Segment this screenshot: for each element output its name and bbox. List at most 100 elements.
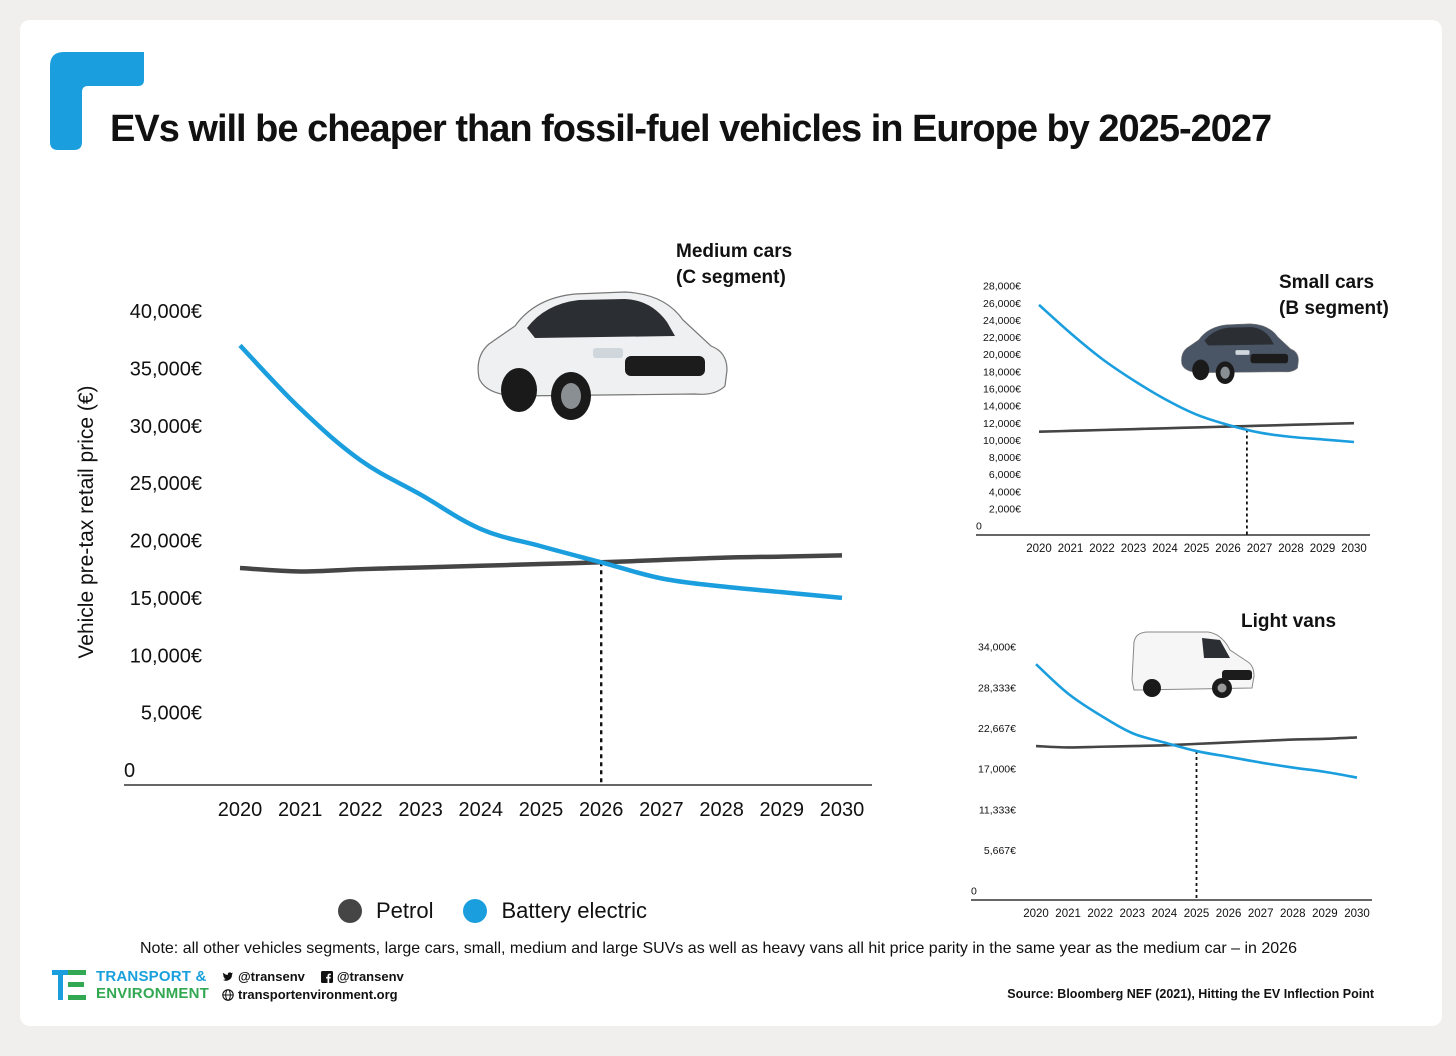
small-y-tick-label: 14,000€ [983, 401, 1021, 413]
vans-y-tick-label: 5,667€ [984, 845, 1016, 857]
te-corner-mark-icon [50, 52, 144, 150]
small-y-tick-label: 12,000€ [983, 418, 1021, 430]
vans-x-tick-label: 2029 [1312, 908, 1338, 920]
te-logo-icon [52, 970, 86, 1000]
small-x-tick-label: 2021 [1058, 543, 1084, 555]
facebook-handle[interactable]: @transenv [336, 969, 404, 984]
medium-series-petrol-line [239, 553, 843, 574]
twitter-handle[interactable]: @transenv [238, 969, 305, 984]
medium-y-tick-label: 35,000€ [130, 358, 202, 380]
small-y-tick-label: 8,000€ [989, 452, 1021, 464]
medium-chart-group: 0 5,000€ 10,000€ 15,000€ 20,000€ 25,000€ 30,00… [75, 241, 872, 821]
vans-chart-title-line: Light vans [1241, 611, 1336, 632]
small-chart-group: 0 2,000€ 4,000€ 6,000€ 8,000€ 10,000€ 12,000€ 1… [976, 272, 1389, 555]
small-x-tick-label: 2024 [1152, 543, 1178, 555]
legend-battery-electric-label: Battery electric [501, 898, 647, 923]
small-x-tick-label: 2029 [1310, 543, 1336, 555]
small-car-image [1181, 323, 1299, 384]
small-x-tick-label: 2028 [1278, 543, 1304, 555]
small-chart-title-line: (B segment) [1279, 298, 1389, 319]
medium-x-tick-label: 2021 [278, 799, 323, 821]
small-y-tick-label: 0 [976, 521, 982, 533]
vans-y-tick-label: 11,333€ [979, 804, 1016, 816]
vans-y-tick-label: 28,333€ [978, 682, 1016, 694]
brand-line-2: ENVIRONMENT [96, 985, 210, 1002]
vans-x-tick-label: 2027 [1248, 908, 1274, 920]
medium-y-tick-label: 0 [124, 760, 135, 782]
medium-y-axis-label: Vehicle pre-tax retail price (€) [75, 385, 98, 658]
legend-item-petrol: Petrol [338, 898, 433, 924]
medium-x-tick-label: 2026 [579, 799, 624, 821]
medium-car-image [477, 291, 728, 420]
small-car-image-rear-wheel [1192, 359, 1210, 381]
vans-series-battery-electric-line [1035, 663, 1358, 779]
medium-x-tick-label: 2022 [338, 799, 383, 821]
van-grille [1222, 670, 1252, 680]
page-title: EVs will be cheaper than fossil-fuel veh… [110, 108, 1272, 150]
small-car-image-front-hub [1220, 366, 1230, 379]
small-y-tick-label: 4,000€ [989, 486, 1021, 498]
vans-x-tick-label: 2022 [1087, 908, 1113, 920]
infographic-card [20, 20, 1442, 1026]
brand-line-1: TRANSPORT & [96, 968, 207, 985]
vans-x-tick-label: 2025 [1184, 908, 1210, 920]
twitter-icon [222, 972, 233, 981]
light-van-image [1131, 631, 1255, 698]
medium-y-tick-label: 10,000€ [130, 645, 202, 667]
small-x-tick-label: 2026 [1215, 543, 1241, 555]
vans-y-tick-label: 0 [971, 886, 977, 898]
small-y-tick-label: 24,000€ [983, 315, 1021, 327]
legend: Petrol Battery electric [338, 898, 663, 924]
small-y-tick-label: 10,000€ [983, 435, 1021, 447]
legend-item-battery-electric: Battery electric [463, 898, 647, 924]
small-y-tick-label: 26,000€ [983, 298, 1021, 310]
small-x-tick-label: 2023 [1121, 543, 1147, 555]
medium-y-tick-label: 25,000€ [130, 473, 202, 495]
medium-y-tick-label: 20,000€ [130, 531, 202, 553]
medium-y-tick-label: 15,000€ [130, 588, 202, 610]
small-y-tick-label: 16,000€ [983, 384, 1021, 396]
medium-chart-title-line: (C segment) [676, 267, 786, 288]
small-x-tick-label: 2030 [1341, 543, 1367, 555]
vans-x-tick-label: 2023 [1120, 908, 1146, 920]
small-series-petrol-line [1038, 421, 1355, 434]
small-x-tick-label: 2027 [1247, 543, 1273, 555]
small-car-image-headlight [1235, 350, 1250, 355]
vans-y-tick-label: 22,667€ [978, 723, 1016, 735]
website-link[interactable]: transportenvironment.org [238, 987, 398, 1002]
vans-x-tick-label: 2021 [1055, 908, 1081, 920]
medium-car-image-headlight [593, 348, 623, 358]
medium-series-battery-electric-line [238, 343, 843, 601]
vans-y-tick-label: 17,000€ [978, 764, 1016, 776]
medium-car-image-rear-wheel [501, 368, 537, 412]
vans-x-tick-label: 2028 [1280, 908, 1306, 920]
facebook-icon [320, 971, 333, 983]
legend-battery-electric-swatch [463, 899, 488, 923]
small-car-image-windows [1204, 327, 1274, 346]
small-y-tick-label: 18,000€ [983, 366, 1021, 378]
small-y-tick-label: 22,000€ [983, 332, 1021, 344]
brand-name: TRANSPORT & ENVIRONMENT [96, 968, 209, 1002]
medium-y-tick-label: 5,000€ [141, 703, 202, 725]
small-y-tick-label: 28,000€ [983, 281, 1021, 293]
medium-x-tick-label: 2029 [760, 799, 805, 821]
small-series-battery-electric-line [1038, 303, 1355, 444]
medium-x-tick-label: 2024 [459, 799, 504, 821]
footnote: Note: all other vehicles segments, large… [140, 940, 1297, 957]
small-y-tick-label: 20,000€ [983, 349, 1021, 361]
social-links: @transenv @transenv transportenvironment… [222, 968, 404, 1004]
source-citation: Source: Bloomberg NEF (2021), Hitting th… [1007, 987, 1374, 1001]
medium-car-image-windows [527, 299, 675, 338]
van-front-hub [1217, 683, 1227, 693]
medium-x-tick-label: 2023 [398, 799, 443, 821]
medium-x-tick-label: 2025 [519, 799, 564, 821]
vans-y-tick-label: 34,000€ [978, 642, 1016, 654]
medium-x-tick-label: 2027 [639, 799, 684, 821]
medium-x-tick-label: 2020 [218, 799, 263, 821]
van-rear-wheel [1143, 679, 1161, 697]
small-x-tick-label: 2020 [1026, 543, 1052, 555]
small-x-tick-label: 2025 [1184, 543, 1210, 555]
legend-petrol-swatch [338, 899, 362, 923]
small-x-tick-label: 2022 [1089, 543, 1115, 555]
